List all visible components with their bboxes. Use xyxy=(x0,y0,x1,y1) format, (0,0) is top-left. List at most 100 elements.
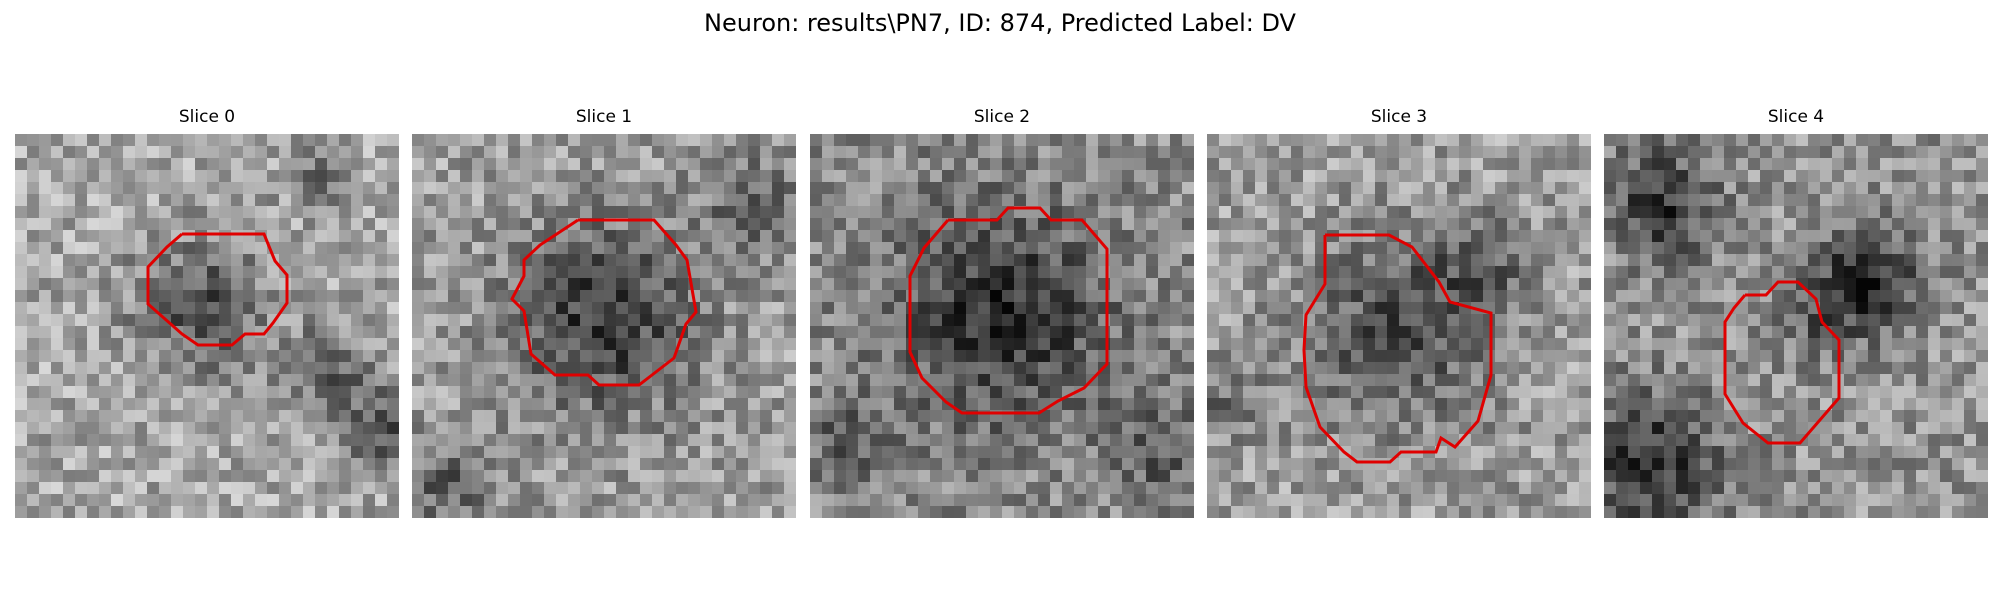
image-pixel xyxy=(315,482,328,495)
image-pixel xyxy=(135,362,148,375)
image-pixel xyxy=(1784,266,1797,279)
image-pixel xyxy=(1904,326,1917,339)
image-pixel xyxy=(1471,326,1484,339)
image-pixel xyxy=(1279,218,1292,231)
image-pixel xyxy=(1471,158,1484,171)
image-pixel xyxy=(1904,434,1917,447)
image-pixel xyxy=(1868,350,1881,363)
image-pixel xyxy=(990,134,1003,147)
image-pixel xyxy=(147,506,160,518)
image-pixel xyxy=(1158,374,1171,387)
image-pixel xyxy=(1820,182,1833,195)
image-pixel xyxy=(1856,278,1869,291)
image-pixel xyxy=(736,158,749,171)
image-pixel xyxy=(604,194,617,207)
image-pixel xyxy=(327,470,340,483)
image-pixel xyxy=(1375,374,1388,387)
image-pixel xyxy=(1616,242,1629,255)
image-pixel xyxy=(736,302,749,315)
image-pixel xyxy=(688,470,701,483)
image-pixel xyxy=(195,302,208,315)
image-pixel xyxy=(496,134,509,147)
image-pixel xyxy=(63,494,76,507)
image-pixel xyxy=(1399,182,1412,195)
image-pixel xyxy=(1074,170,1087,183)
image-pixel xyxy=(1207,194,1220,207)
image-pixel xyxy=(1868,398,1881,411)
image-pixel xyxy=(1447,482,1460,495)
image-pixel xyxy=(472,482,485,495)
image-pixel xyxy=(870,374,883,387)
image-pixel xyxy=(760,146,773,159)
image-pixel xyxy=(1110,290,1123,303)
image-pixel xyxy=(1495,146,1508,159)
image-pixel xyxy=(1339,470,1352,483)
image-pixel xyxy=(363,194,376,207)
image-pixel xyxy=(1014,146,1027,159)
image-pixel xyxy=(1110,506,1123,518)
image-pixel xyxy=(1014,194,1027,207)
image-pixel xyxy=(954,422,967,435)
image-pixel xyxy=(990,182,1003,195)
image-pixel xyxy=(508,374,521,387)
image-pixel xyxy=(279,422,292,435)
image-pixel xyxy=(472,146,485,159)
image-pixel xyxy=(1158,458,1171,471)
image-pixel xyxy=(1134,314,1147,327)
image-pixel xyxy=(676,230,689,243)
slice-image xyxy=(1604,134,1988,518)
image-pixel xyxy=(327,254,340,267)
image-pixel xyxy=(1134,422,1147,435)
image-pixel xyxy=(63,470,76,483)
image-pixel xyxy=(303,398,316,411)
image-pixel xyxy=(942,446,955,459)
image-pixel xyxy=(1231,254,1244,267)
image-pixel xyxy=(748,290,761,303)
image-pixel xyxy=(1459,314,1472,327)
image-pixel xyxy=(556,398,569,411)
image-pixel xyxy=(1808,146,1821,159)
image-pixel xyxy=(664,254,677,267)
image-pixel xyxy=(760,266,773,279)
image-pixel xyxy=(363,134,376,147)
image-pixel xyxy=(1543,362,1556,375)
image-pixel xyxy=(375,350,388,363)
image-pixel xyxy=(1856,326,1869,339)
image-pixel xyxy=(1062,350,1075,363)
image-pixel xyxy=(1279,470,1292,483)
image-pixel xyxy=(1676,434,1689,447)
image-pixel xyxy=(822,506,835,518)
image-pixel xyxy=(1471,374,1484,387)
image-pixel xyxy=(532,302,545,315)
image-pixel xyxy=(1134,350,1147,363)
image-pixel xyxy=(532,386,545,399)
image-pixel xyxy=(15,482,28,495)
image-pixel xyxy=(942,410,955,423)
image-pixel xyxy=(147,170,160,183)
image-pixel xyxy=(1146,482,1159,495)
image-pixel xyxy=(1399,374,1412,387)
image-pixel xyxy=(1387,146,1400,159)
image-pixel xyxy=(339,422,352,435)
image-pixel xyxy=(1652,446,1665,459)
image-pixel xyxy=(315,158,328,171)
image-pixel xyxy=(1628,410,1641,423)
image-pixel xyxy=(460,230,473,243)
image-pixel xyxy=(436,362,449,375)
image-pixel xyxy=(532,158,545,171)
image-pixel xyxy=(1784,182,1797,195)
image-pixel xyxy=(1122,278,1135,291)
image-pixel xyxy=(1844,434,1857,447)
image-pixel xyxy=(63,362,76,375)
image-pixel xyxy=(1182,230,1194,243)
image-pixel xyxy=(1267,194,1280,207)
image-pixel xyxy=(736,314,749,327)
image-pixel xyxy=(99,134,112,147)
image-pixel xyxy=(1628,242,1641,255)
image-pixel xyxy=(712,374,725,387)
image-pixel xyxy=(676,506,689,518)
image-pixel xyxy=(255,170,268,183)
image-pixel xyxy=(1760,182,1773,195)
image-pixel xyxy=(243,326,256,339)
image-pixel xyxy=(748,338,761,351)
